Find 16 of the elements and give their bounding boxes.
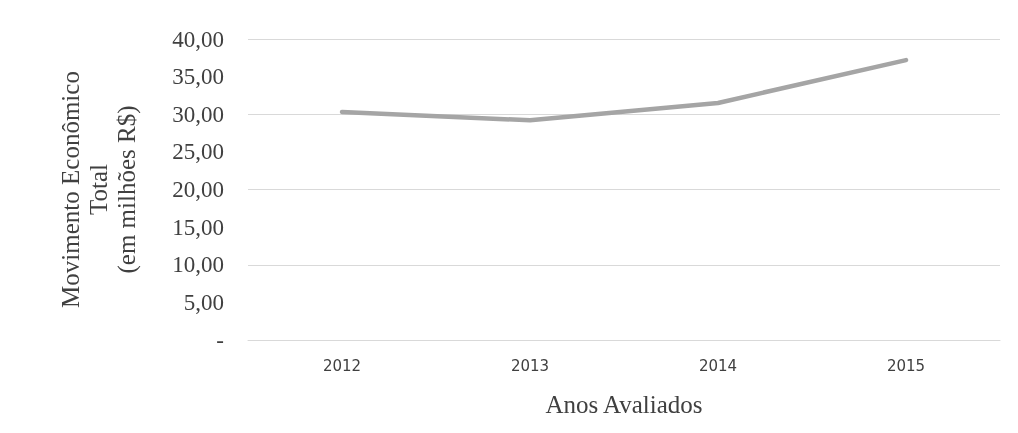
x-axis-title: Anos Avaliados	[545, 391, 703, 418]
line-series	[339, 57, 909, 123]
y-tick-label: 25,00	[172, 139, 224, 165]
y-tick-label: 30,00	[172, 101, 224, 127]
y-tick-label: 20,00	[172, 177, 224, 202]
x-tick-label: 2015	[886, 356, 926, 375]
y-tick-label: 5,00	[183, 289, 224, 315]
x-tick-label: 2012	[322, 356, 362, 375]
y-tick-label: -	[216, 327, 224, 353]
x-tick-label: 2013	[510, 356, 550, 375]
y-tick-label: 10,00	[172, 252, 224, 278]
x-tick-label: 2014	[698, 356, 738, 375]
y-tick-label: 15,00	[172, 214, 224, 240]
y-axis-title: Movimento Econômico Total (em milhões R$)	[56, 71, 141, 308]
y-tick-label: 40,00	[172, 26, 224, 52]
y-tick-label: 35,00	[172, 64, 224, 90]
